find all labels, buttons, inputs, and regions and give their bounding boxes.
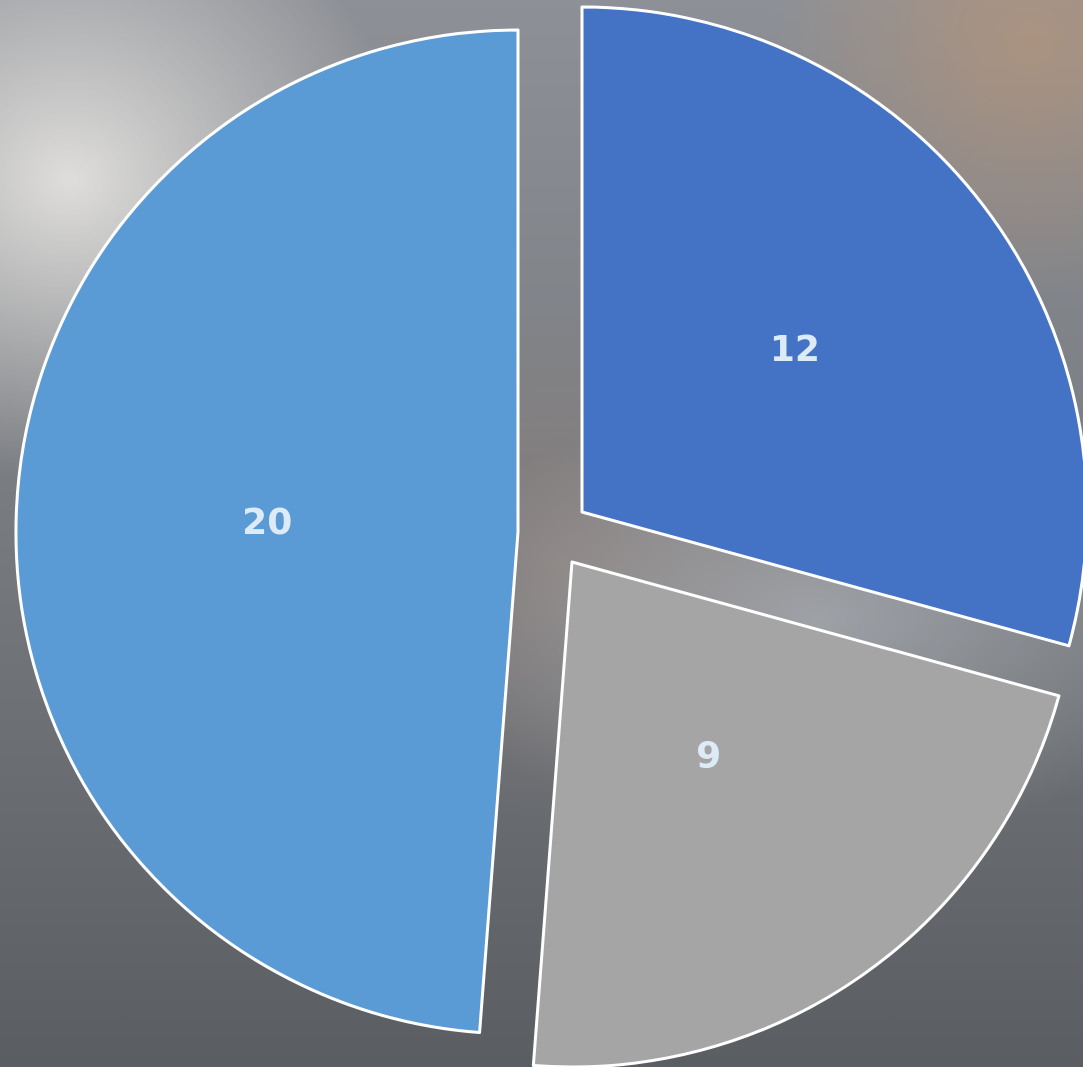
pie-data-label-0: 12 (770, 329, 820, 370)
pie-data-label-2: 20 (242, 502, 292, 543)
pie-slice-0 (580, 5, 1083, 648)
pie-slice-1 (531, 560, 1061, 1067)
pie-data-label-1: 9 (696, 736, 721, 777)
pie-data-labels: 12 9 20 (242, 329, 820, 776)
pie-slices (14, 5, 1083, 1067)
pie-slice-2 (14, 28, 520, 1035)
